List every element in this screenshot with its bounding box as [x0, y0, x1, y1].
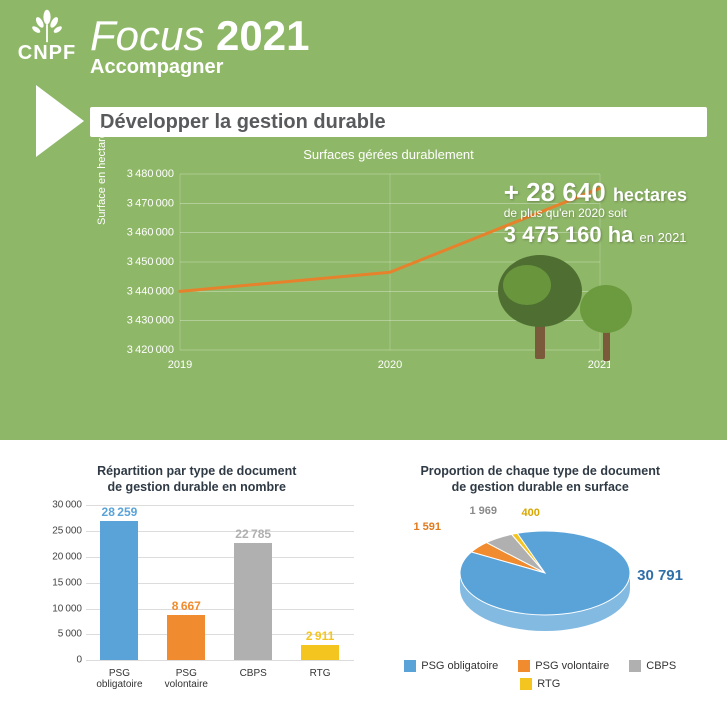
stat-unit: hectares — [613, 185, 687, 205]
bar-psg: 28 259 — [86, 505, 153, 660]
stat-big2-val: 3 475 160 ha — [504, 222, 634, 247]
stat-prefix: + — [504, 177, 526, 207]
svg-text:2021: 2021 — [588, 359, 610, 371]
pie-chart-panel: Proportion de chaque type de documentde … — [384, 464, 698, 690]
section-title: Développer la gestion durable — [100, 111, 386, 134]
pie-label-orange: 1 591 — [414, 521, 442, 533]
bar-chart-xlabels: PSGobligatoirePSGvolontaireCBPSRTG — [86, 668, 354, 690]
pie-label-big: 30 791 — [637, 567, 683, 584]
logo: CNPF — [12, 8, 82, 65]
title-prefix: Focus — [90, 12, 204, 59]
page-title: Focus 2021 — [90, 12, 707, 60]
bar-rtg: 2 911 — [287, 505, 354, 660]
svg-text:2019: 2019 — [168, 359, 192, 371]
pie-chart-svg — [435, 513, 645, 643]
legend-item: RTG — [520, 678, 560, 690]
legend-item: CBPS — [629, 660, 676, 672]
svg-text:3 440 000: 3 440 000 — [127, 285, 174, 297]
stat-big2-suffix: en 2021 — [640, 230, 687, 245]
line-chart: Surfaces gérées durablement Surface en h… — [110, 147, 667, 383]
lower-panels: Répartition par type de documentde gesti… — [0, 440, 727, 720]
header-block: CNPF Focus 2021 Accompagner Développer l… — [0, 0, 727, 440]
pie-label-grey: 1 969 — [470, 505, 498, 517]
pie-chart-title: Proportion de chaque type de documentde … — [384, 464, 698, 495]
bar-chart-bars: 28 2598 66722 7852 911 — [86, 505, 354, 660]
svg-text:2020: 2020 — [378, 359, 402, 371]
line-chart-title: Surfaces gérées durablement — [110, 147, 667, 162]
svg-text:3 480 000: 3 480 000 — [127, 168, 174, 180]
pie-legend: PSG obligatoire PSG volontaire CBPS RTG — [384, 660, 698, 690]
stat-sub1: de plus qu'en 2020 soit — [504, 206, 687, 220]
legend-item: PSG obligatoire — [404, 660, 498, 672]
legend-item: PSG volontaire — [518, 660, 609, 672]
pie-chart: 30 791 1 591 1 969 400 — [384, 505, 698, 650]
page-subtitle: Accompagner — [90, 56, 707, 79]
bar-chart-panel: Répartition par type de documentde gesti… — [40, 464, 354, 690]
svg-text:3 450 000: 3 450 000 — [127, 256, 174, 268]
section-bar: Développer la gestion durable — [90, 107, 707, 137]
leaf-logo-icon — [29, 8, 65, 44]
svg-text:3 420 000: 3 420 000 — [127, 344, 174, 356]
stat-number: 28 640 — [526, 177, 606, 207]
bar-chart-title: Répartition par type de documentde gesti… — [40, 464, 354, 495]
logo-text: CNPF — [12, 42, 82, 65]
stat-box: + 28 640 hectares de plus qu'en 2020 soi… — [504, 177, 687, 248]
svg-text:3 470 000: 3 470 000 — [127, 197, 174, 209]
stat-big2: 3 475 160 ha en 2021 — [504, 222, 687, 248]
bar-cbps: 22 785 — [220, 505, 287, 660]
stat-main: + 28 640 hectares — [504, 177, 687, 208]
bar-psg: 8 667 — [153, 505, 220, 660]
title-year: 2021 — [216, 12, 309, 59]
line-chart-ylabel: Surface en hectares — [96, 127, 108, 225]
pie-label-yellow: 400 — [522, 507, 540, 519]
svg-text:3 430 000: 3 430 000 — [127, 315, 174, 327]
bar-chart: 05 00010 00015 00020 00025 00030 000 28 … — [40, 505, 354, 690]
svg-text:3 460 000: 3 460 000 — [127, 227, 174, 239]
